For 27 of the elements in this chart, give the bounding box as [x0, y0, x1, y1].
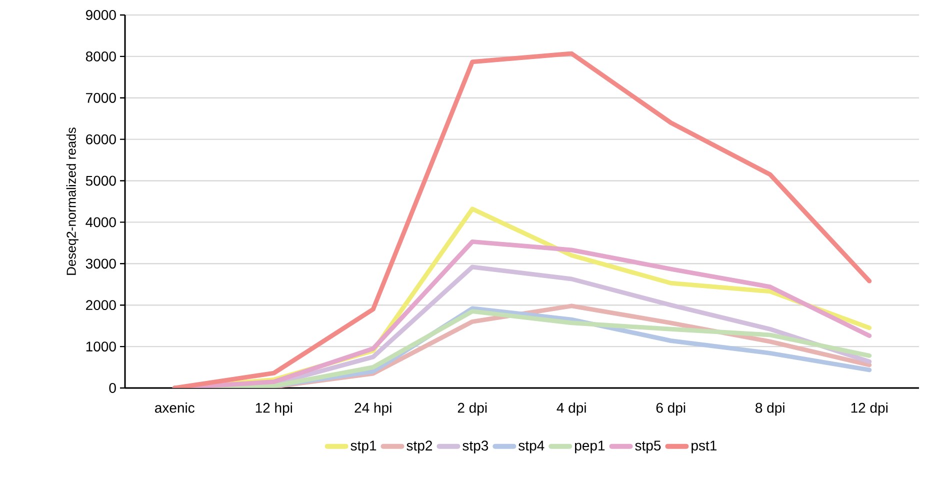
y-tick-label: 9000 [86, 10, 116, 20]
x-tick-label: 8 dpi [756, 402, 784, 416]
x-tick-label: 6 dpi [656, 402, 686, 416]
y-tick-label: 3000 [86, 258, 116, 269]
legend-label: stp4 [518, 440, 544, 454]
x-tick-label: 24 hpi [354, 402, 392, 416]
y-tick-label: 0 [109, 383, 116, 393]
y-tick-label: 7000 [86, 92, 116, 103]
x-tick-label: axenic [154, 402, 194, 413]
y-tick-label: 5000 [86, 176, 116, 186]
legend-label: pep1 [575, 440, 605, 454]
y-tick-label: 2000 [86, 300, 116, 310]
x-tick-label: 12 dpi [851, 402, 888, 416]
y-tick-label: 1000 [86, 342, 116, 352]
x-tick-label: 12 hpi [256, 402, 292, 416]
x-tick-label: 2 dpi [458, 402, 487, 416]
legend-label: stp2 [406, 440, 432, 454]
y-tick-label: 4000 [86, 217, 116, 228]
line-series [172, 51, 872, 388]
legend-label: stp1 [350, 440, 376, 454]
legend-label: stp5 [635, 440, 661, 454]
y-tick-label: 8000 [86, 51, 116, 62]
y-axis-title: Deseq2-normalized reads [66, 128, 78, 275]
legend-label: stp3 [462, 440, 488, 454]
y-tick-label: 6000 [86, 134, 116, 144]
x-tick-label: 4 dpi [556, 402, 586, 416]
legend-label: pst1 [692, 440, 716, 454]
